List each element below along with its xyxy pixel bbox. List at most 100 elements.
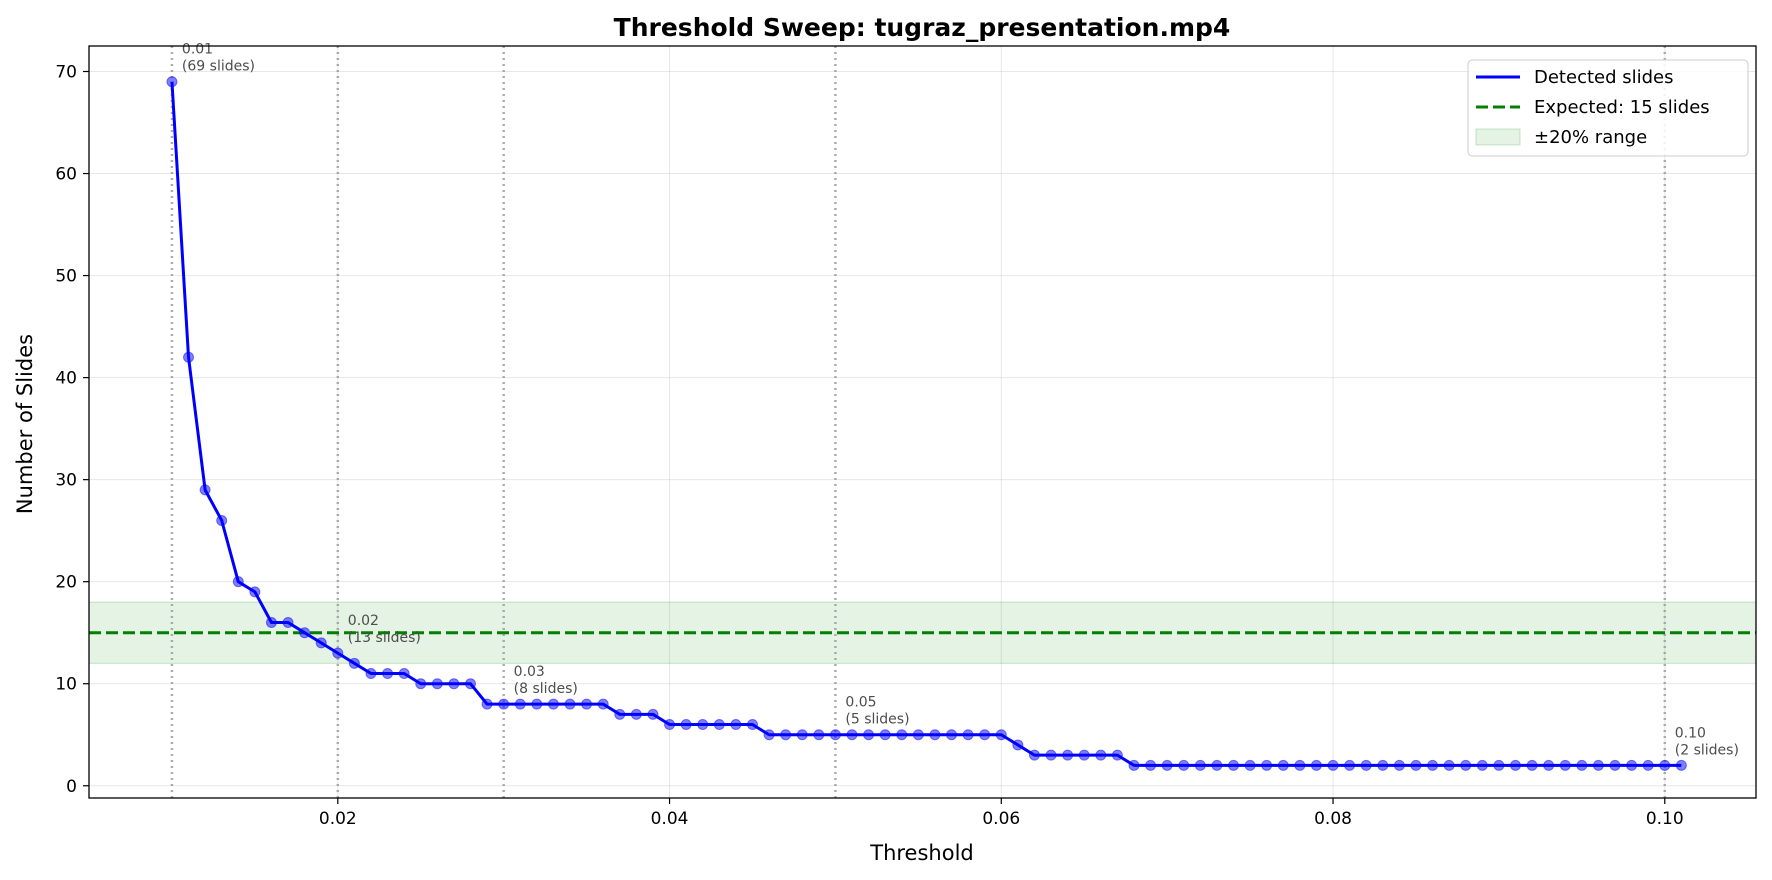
data-point (415, 678, 427, 690)
data-point (630, 708, 642, 720)
data-point (813, 729, 825, 741)
data-point (1310, 759, 1322, 771)
annotation-count: (2 slides) (1675, 742, 1739, 758)
data-point (929, 729, 941, 741)
annotation-count: (69 slides) (182, 59, 255, 75)
data-point (1642, 759, 1654, 771)
data-point (614, 708, 626, 720)
data-point (1095, 749, 1107, 761)
data-point (1294, 759, 1306, 771)
data-point (912, 729, 924, 741)
y-tick-label: 70 (55, 63, 77, 83)
data-point (481, 698, 493, 710)
y-axis-label: Number of Slides (13, 334, 37, 514)
annotation-text: 0.05 (5 slides) (845, 695, 909, 728)
data-point (531, 698, 543, 710)
data-point (1261, 759, 1273, 771)
annotation-threshold: 0.10 (1675, 725, 1706, 741)
data-point (1609, 759, 1621, 771)
annotation-text: 0.03 (8 slides) (514, 664, 578, 697)
data-point (216, 514, 228, 526)
legend-swatch-range (1475, 128, 1521, 146)
data-point (581, 698, 593, 710)
data-point (365, 668, 377, 680)
data-point (1128, 759, 1140, 771)
y-tick-label: 50 (55, 267, 77, 287)
data-point (1659, 759, 1671, 771)
annotation-text: 0.10 (2 slides) (1675, 725, 1739, 758)
data-point (1344, 759, 1356, 771)
annotation-threshold: 0.01 (182, 42, 213, 58)
data-point (979, 729, 991, 741)
data-point (1178, 759, 1190, 771)
data-point (299, 627, 311, 639)
data-point (846, 729, 858, 741)
data-point (796, 729, 808, 741)
data-point (332, 647, 344, 659)
data-point (1377, 759, 1389, 771)
data-point (1675, 759, 1687, 771)
data-point (1012, 739, 1024, 751)
data-point (946, 729, 958, 741)
data-point (1509, 759, 1521, 771)
data-point (1543, 759, 1555, 771)
data-point (398, 668, 410, 680)
data-point (564, 698, 576, 710)
data-point (1161, 759, 1173, 771)
data-point (448, 678, 460, 690)
data-point (863, 729, 875, 741)
x-tick-label: 0.04 (651, 809, 689, 829)
x-tick-label: 0.08 (1314, 809, 1352, 829)
data-point (1410, 759, 1422, 771)
y-tick-label: 30 (55, 471, 77, 491)
y-tick-label: 40 (55, 369, 77, 389)
data-point (1626, 759, 1638, 771)
data-point (1078, 749, 1090, 761)
data-point (697, 719, 709, 731)
data-point (1576, 759, 1588, 771)
data-point (1393, 759, 1405, 771)
data-point (249, 586, 261, 598)
legend-label: Expected: 15 slides (1534, 97, 1710, 118)
annotation-count: (8 slides) (514, 681, 578, 697)
data-point (962, 729, 974, 741)
data-point (315, 637, 327, 649)
data-point (465, 678, 477, 690)
data-point (879, 729, 891, 741)
annotation-threshold: 0.05 (845, 695, 876, 711)
data-point (1228, 759, 1240, 771)
data-point (1327, 759, 1339, 771)
data-point (664, 719, 676, 731)
data-point (746, 719, 758, 731)
data-point (1045, 749, 1057, 761)
data-point (1194, 759, 1206, 771)
x-tick-label: 0.02 (319, 809, 357, 829)
legend-box (1467, 59, 1749, 157)
data-point (348, 657, 360, 669)
data-point (265, 616, 277, 628)
data-point (896, 729, 908, 741)
data-point (1476, 759, 1488, 771)
data-point (1145, 759, 1157, 771)
y-tick-label: 60 (55, 165, 77, 185)
data-point (1062, 749, 1074, 761)
data-point (1360, 759, 1372, 771)
data-point (1211, 759, 1223, 771)
data-point (763, 729, 775, 741)
legend: Detected slides Expected: 15 slides ±20% r… (1467, 59, 1749, 157)
data-point (199, 484, 211, 496)
x-tick-label: 0.06 (982, 809, 1020, 829)
annotation-threshold: 0.02 (348, 613, 379, 629)
data-point (431, 678, 443, 690)
legend-label: Detected slides (1534, 67, 1674, 88)
data-point (1244, 759, 1256, 771)
data-point (1460, 759, 1472, 771)
annotation-count: (5 slides) (845, 712, 909, 728)
data-point (680, 719, 692, 731)
data-point (166, 76, 178, 88)
data-point (1443, 759, 1455, 771)
data-point (1111, 749, 1123, 761)
plot-area: 0.01 (69 slides)0.02 (13 slides)0.03 (8 sli… (55, 42, 1757, 829)
